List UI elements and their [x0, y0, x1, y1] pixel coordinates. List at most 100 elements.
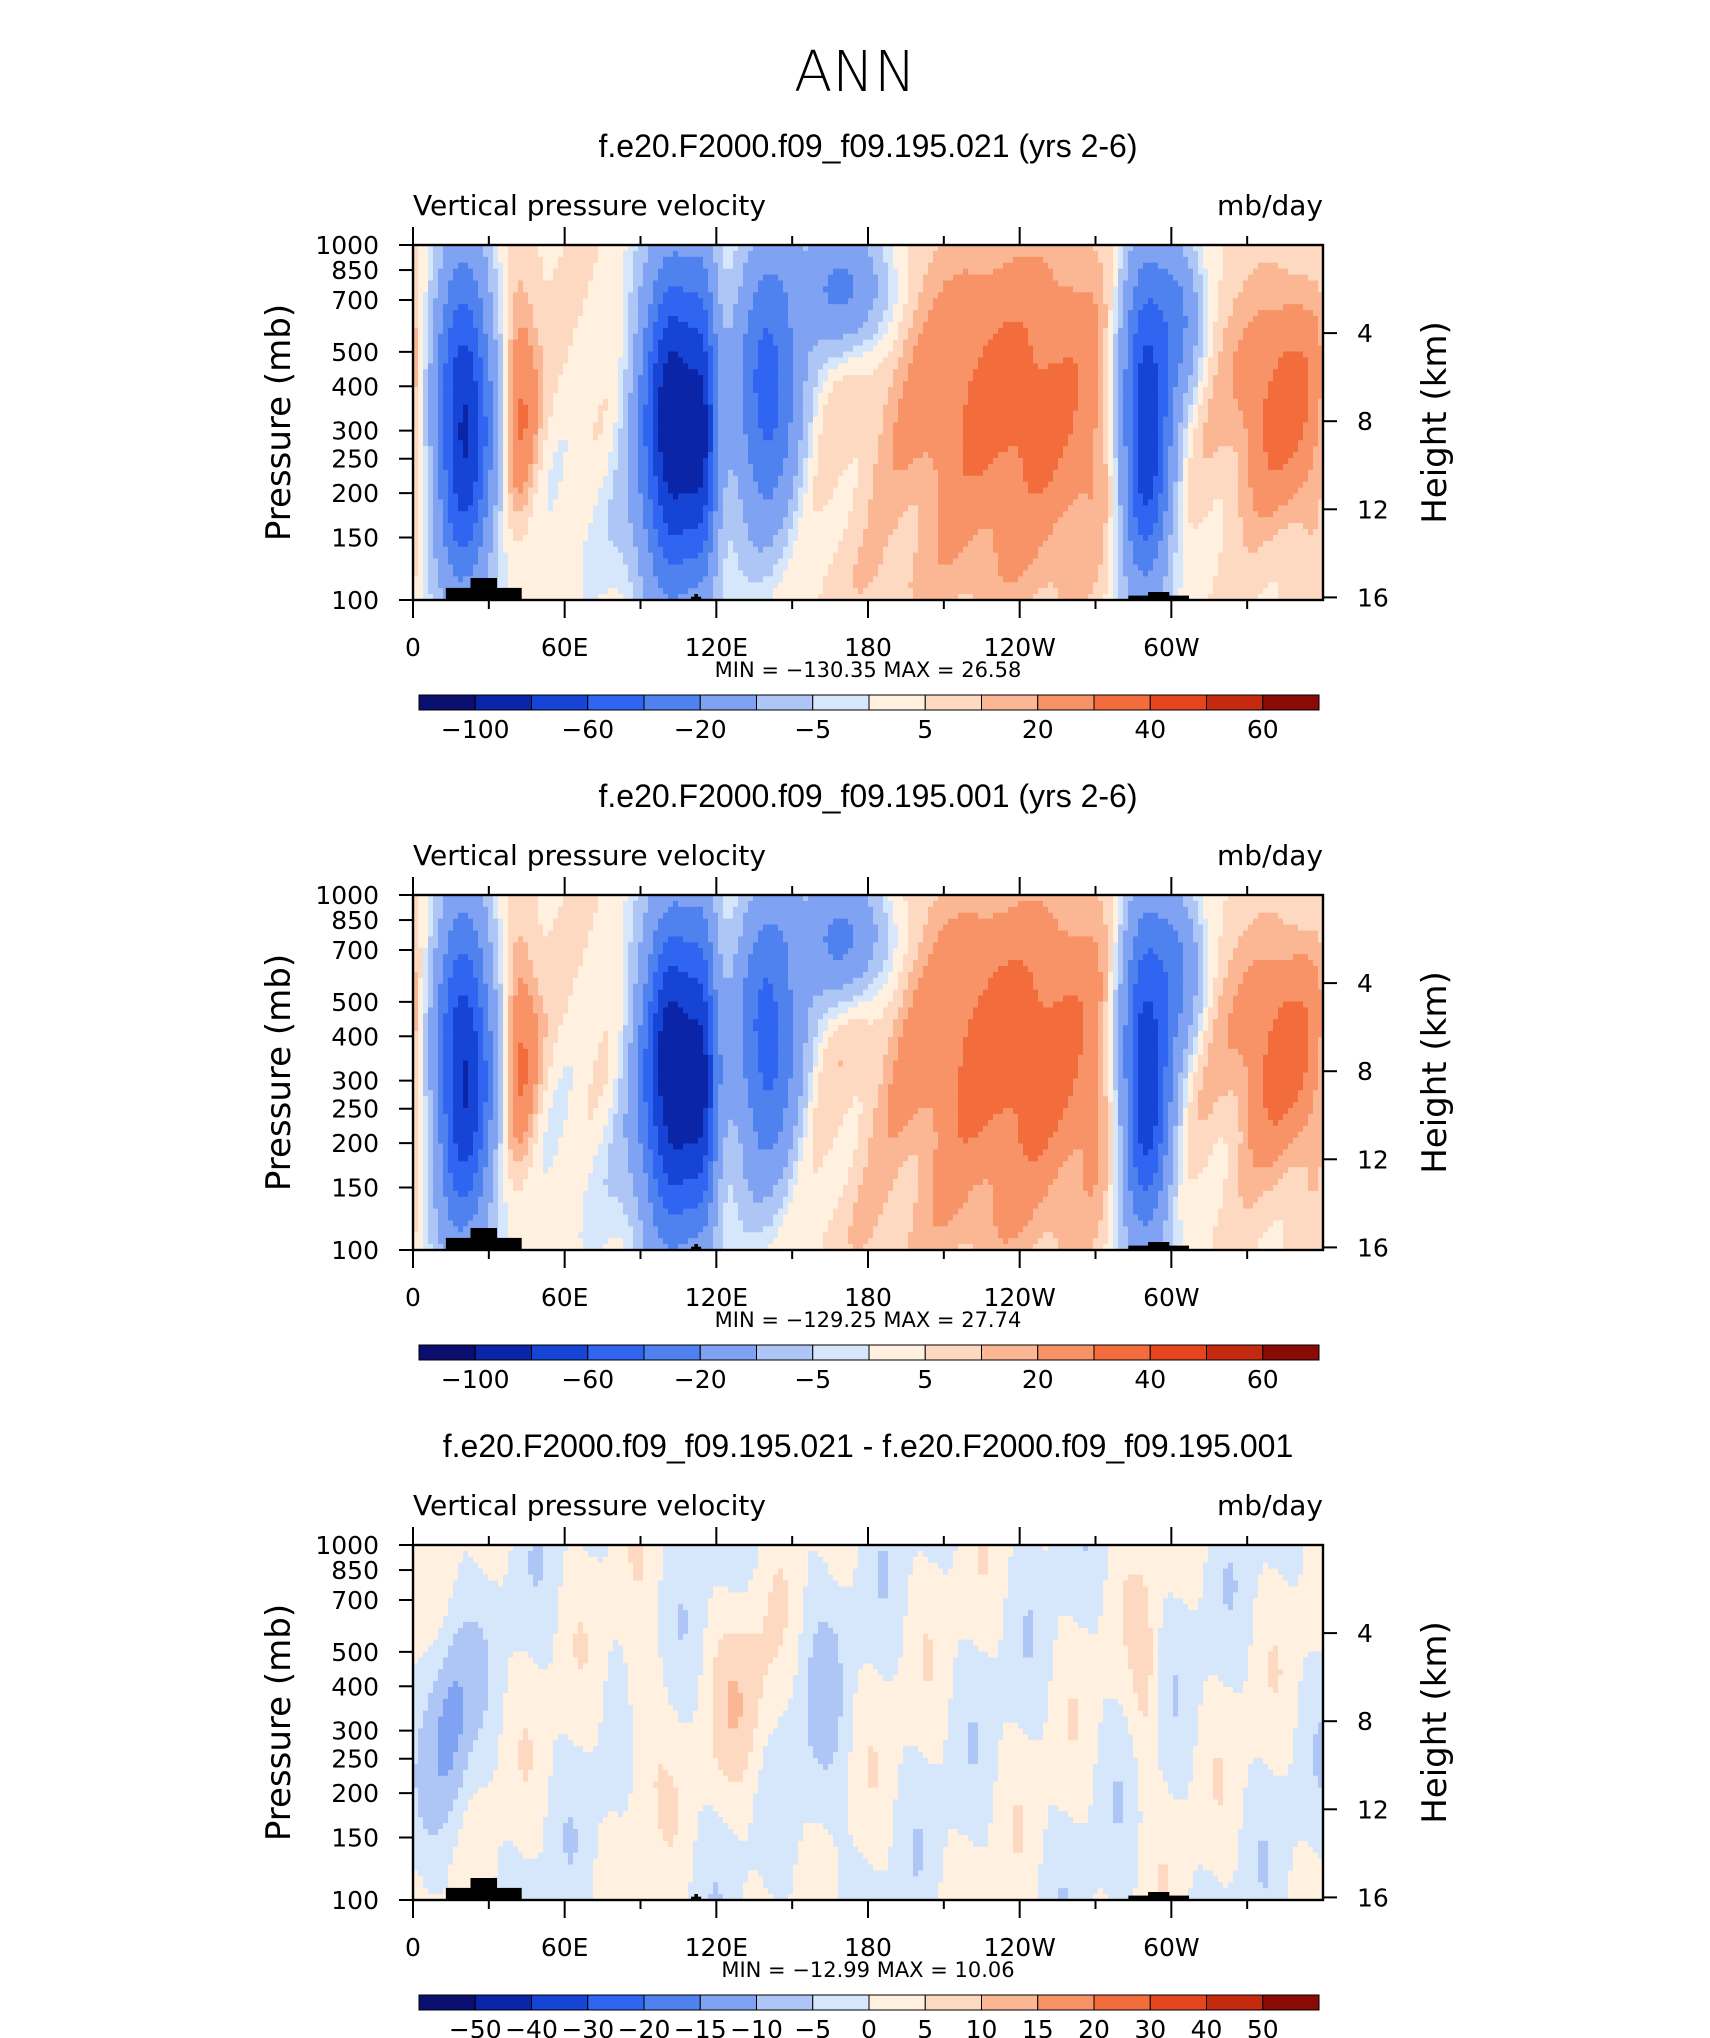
field-cell — [438, 321, 444, 329]
field-cell — [1208, 268, 1214, 276]
field-cell — [1058, 310, 1064, 317]
field-cell — [1243, 327, 1249, 335]
field-cell — [1018, 392, 1024, 400]
field-cell — [473, 375, 479, 382]
field-cell — [858, 369, 864, 376]
field-cell — [1143, 375, 1149, 382]
field-cell — [1068, 339, 1074, 347]
field-cell — [733, 387, 739, 394]
field-cell — [763, 268, 769, 276]
field-cell — [518, 345, 524, 353]
field-cell — [1133, 333, 1139, 341]
field-cell — [1143, 280, 1149, 288]
field-cell — [728, 381, 734, 388]
field-cell — [733, 280, 739, 288]
field-cell — [788, 351, 794, 359]
field-cell — [498, 316, 504, 323]
field-cell — [913, 398, 919, 406]
field-cell — [818, 274, 824, 282]
field-cell — [753, 369, 759, 376]
field-cell — [1103, 250, 1109, 258]
field-cell — [713, 375, 719, 382]
field-cell — [1043, 274, 1049, 282]
field-cell — [1213, 387, 1219, 394]
field-cell — [923, 351, 929, 359]
field-cell — [1038, 392, 1044, 400]
field-cell — [613, 327, 619, 335]
field-cell — [1023, 316, 1029, 323]
field-cell — [598, 333, 604, 341]
field-cell — [813, 250, 819, 258]
field-cell — [573, 369, 579, 376]
field-cell — [433, 310, 439, 317]
field-cell — [923, 310, 929, 317]
field-cell — [728, 274, 734, 282]
field-cell — [1023, 381, 1029, 388]
field-cell — [1313, 345, 1319, 353]
field-cell — [678, 339, 684, 347]
field-cell — [1288, 392, 1294, 400]
field-cell — [548, 316, 554, 323]
field-cell — [898, 387, 904, 394]
field-cell — [593, 392, 599, 400]
field-cell — [1248, 345, 1254, 353]
field-cell — [873, 298, 879, 305]
field-cell — [428, 363, 434, 370]
field-cell — [653, 398, 659, 406]
field-cell — [723, 245, 729, 252]
field-cell — [993, 274, 999, 282]
field-cell — [458, 333, 464, 341]
field-cell — [1048, 280, 1054, 288]
field-cell — [1198, 345, 1204, 353]
field-cell — [758, 298, 764, 305]
field-cell — [1173, 262, 1179, 270]
field-cell — [933, 327, 939, 335]
field-cell — [773, 375, 779, 382]
field-cell — [803, 363, 809, 370]
field-cell — [798, 375, 804, 382]
field-cell — [813, 345, 819, 353]
field-cell — [848, 256, 854, 264]
field-cell — [508, 333, 514, 341]
field-cell — [883, 363, 889, 370]
field-cell — [503, 321, 509, 329]
field-cell — [1128, 280, 1134, 288]
field-cell — [1023, 387, 1029, 394]
field-cell — [1313, 268, 1319, 276]
field-cell — [1053, 345, 1059, 353]
field-cell — [563, 375, 569, 382]
field-cell — [933, 381, 939, 388]
field-cell — [1273, 369, 1279, 376]
field-cell — [493, 280, 499, 288]
field-cell — [1143, 304, 1149, 311]
field-cell — [1223, 268, 1229, 276]
field-cell — [573, 392, 579, 400]
field-cell — [598, 245, 604, 252]
field-cell — [463, 304, 469, 311]
field-cell — [1043, 262, 1049, 270]
field-cell — [478, 274, 484, 282]
field-cell — [1263, 363, 1269, 370]
field-cell — [678, 351, 684, 359]
field-cell — [413, 357, 419, 364]
field-cell — [658, 339, 664, 347]
field-cell — [683, 292, 689, 299]
field-cell — [1178, 387, 1184, 394]
field-cell — [558, 327, 564, 335]
field-cell — [633, 333, 639, 341]
field-cell — [473, 268, 479, 276]
field-cell — [1063, 316, 1069, 323]
field-cell — [1163, 363, 1169, 370]
field-cell — [528, 369, 534, 376]
field-cell — [888, 392, 894, 400]
field-cell — [698, 333, 704, 341]
field-cell — [743, 351, 749, 359]
field-cell — [1258, 298, 1264, 305]
field-cell — [443, 304, 449, 311]
field-cell — [1208, 280, 1214, 288]
field-cell — [738, 369, 744, 376]
field-cell — [703, 392, 709, 400]
field-cell — [788, 339, 794, 347]
field-cell — [1183, 375, 1189, 382]
field-cell — [868, 262, 874, 270]
